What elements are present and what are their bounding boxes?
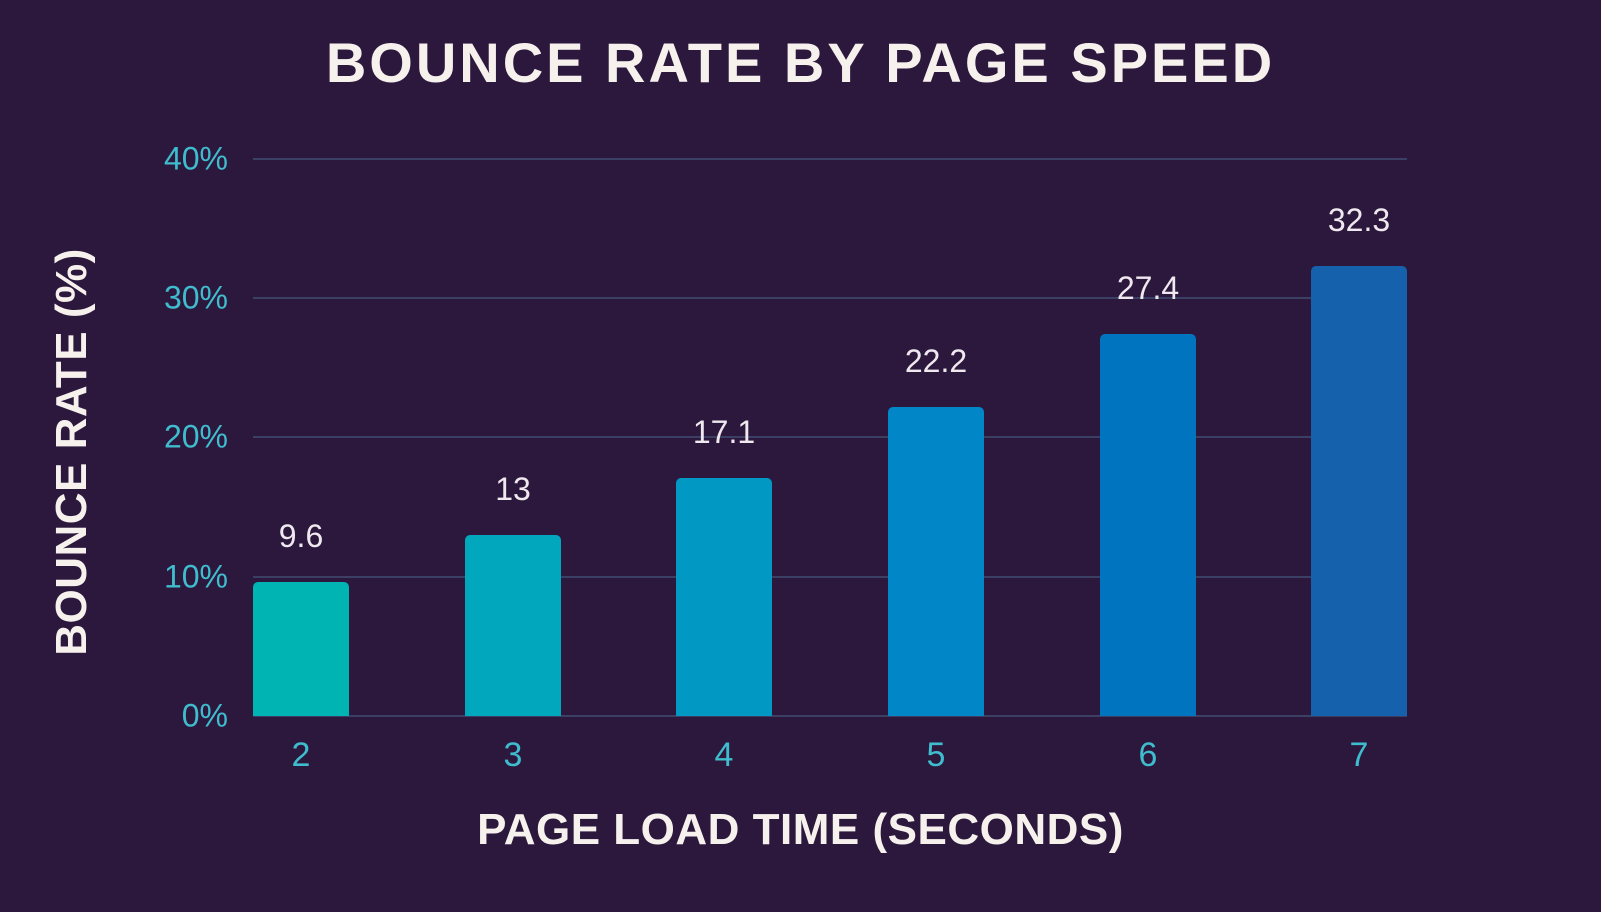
bar-6s [1100,334,1196,716]
bar-4s [676,477,772,716]
bar-value-label: 32.3 [1327,202,1391,239]
bar-7s [1311,266,1407,716]
bar-3s [465,534,561,716]
x-tick-label: 6 [1138,736,1158,774]
gridline-20 [253,436,1407,438]
y-tick-label: 30% [163,279,228,316]
y-tick-label: 10% [163,558,228,595]
bar-5s [888,406,984,716]
x-axis-title: PAGE LOAD TIME (SECONDS) [477,805,1124,854]
x-tick-label: 5 [926,736,946,774]
bar-value-label: 17.1 [692,413,756,450]
x-tick-label: 7 [1349,736,1369,774]
bar-value-label: 22.2 [904,342,968,379]
y-tick-label: 0% [181,697,228,734]
y-tick-label: 20% [163,418,228,455]
x-tick-label: 3 [503,736,523,774]
bar-value-label: 27.4 [1116,270,1180,307]
bar-value-label: 13 [495,470,531,507]
bar-value-label: 9.6 [278,518,324,555]
chart-title: BOUNCE RATE BY PAGE SPEED [325,31,1276,94]
bar-2s [253,582,349,716]
y-tick-label: 40% [163,140,228,177]
x-tick-label: 4 [714,736,734,774]
x-tick-label: 2 [291,736,311,774]
baseline-0 [253,715,1407,717]
gridline-10 [253,576,1407,578]
gridline-40 [253,158,1407,160]
gridline-30 [253,297,1407,299]
